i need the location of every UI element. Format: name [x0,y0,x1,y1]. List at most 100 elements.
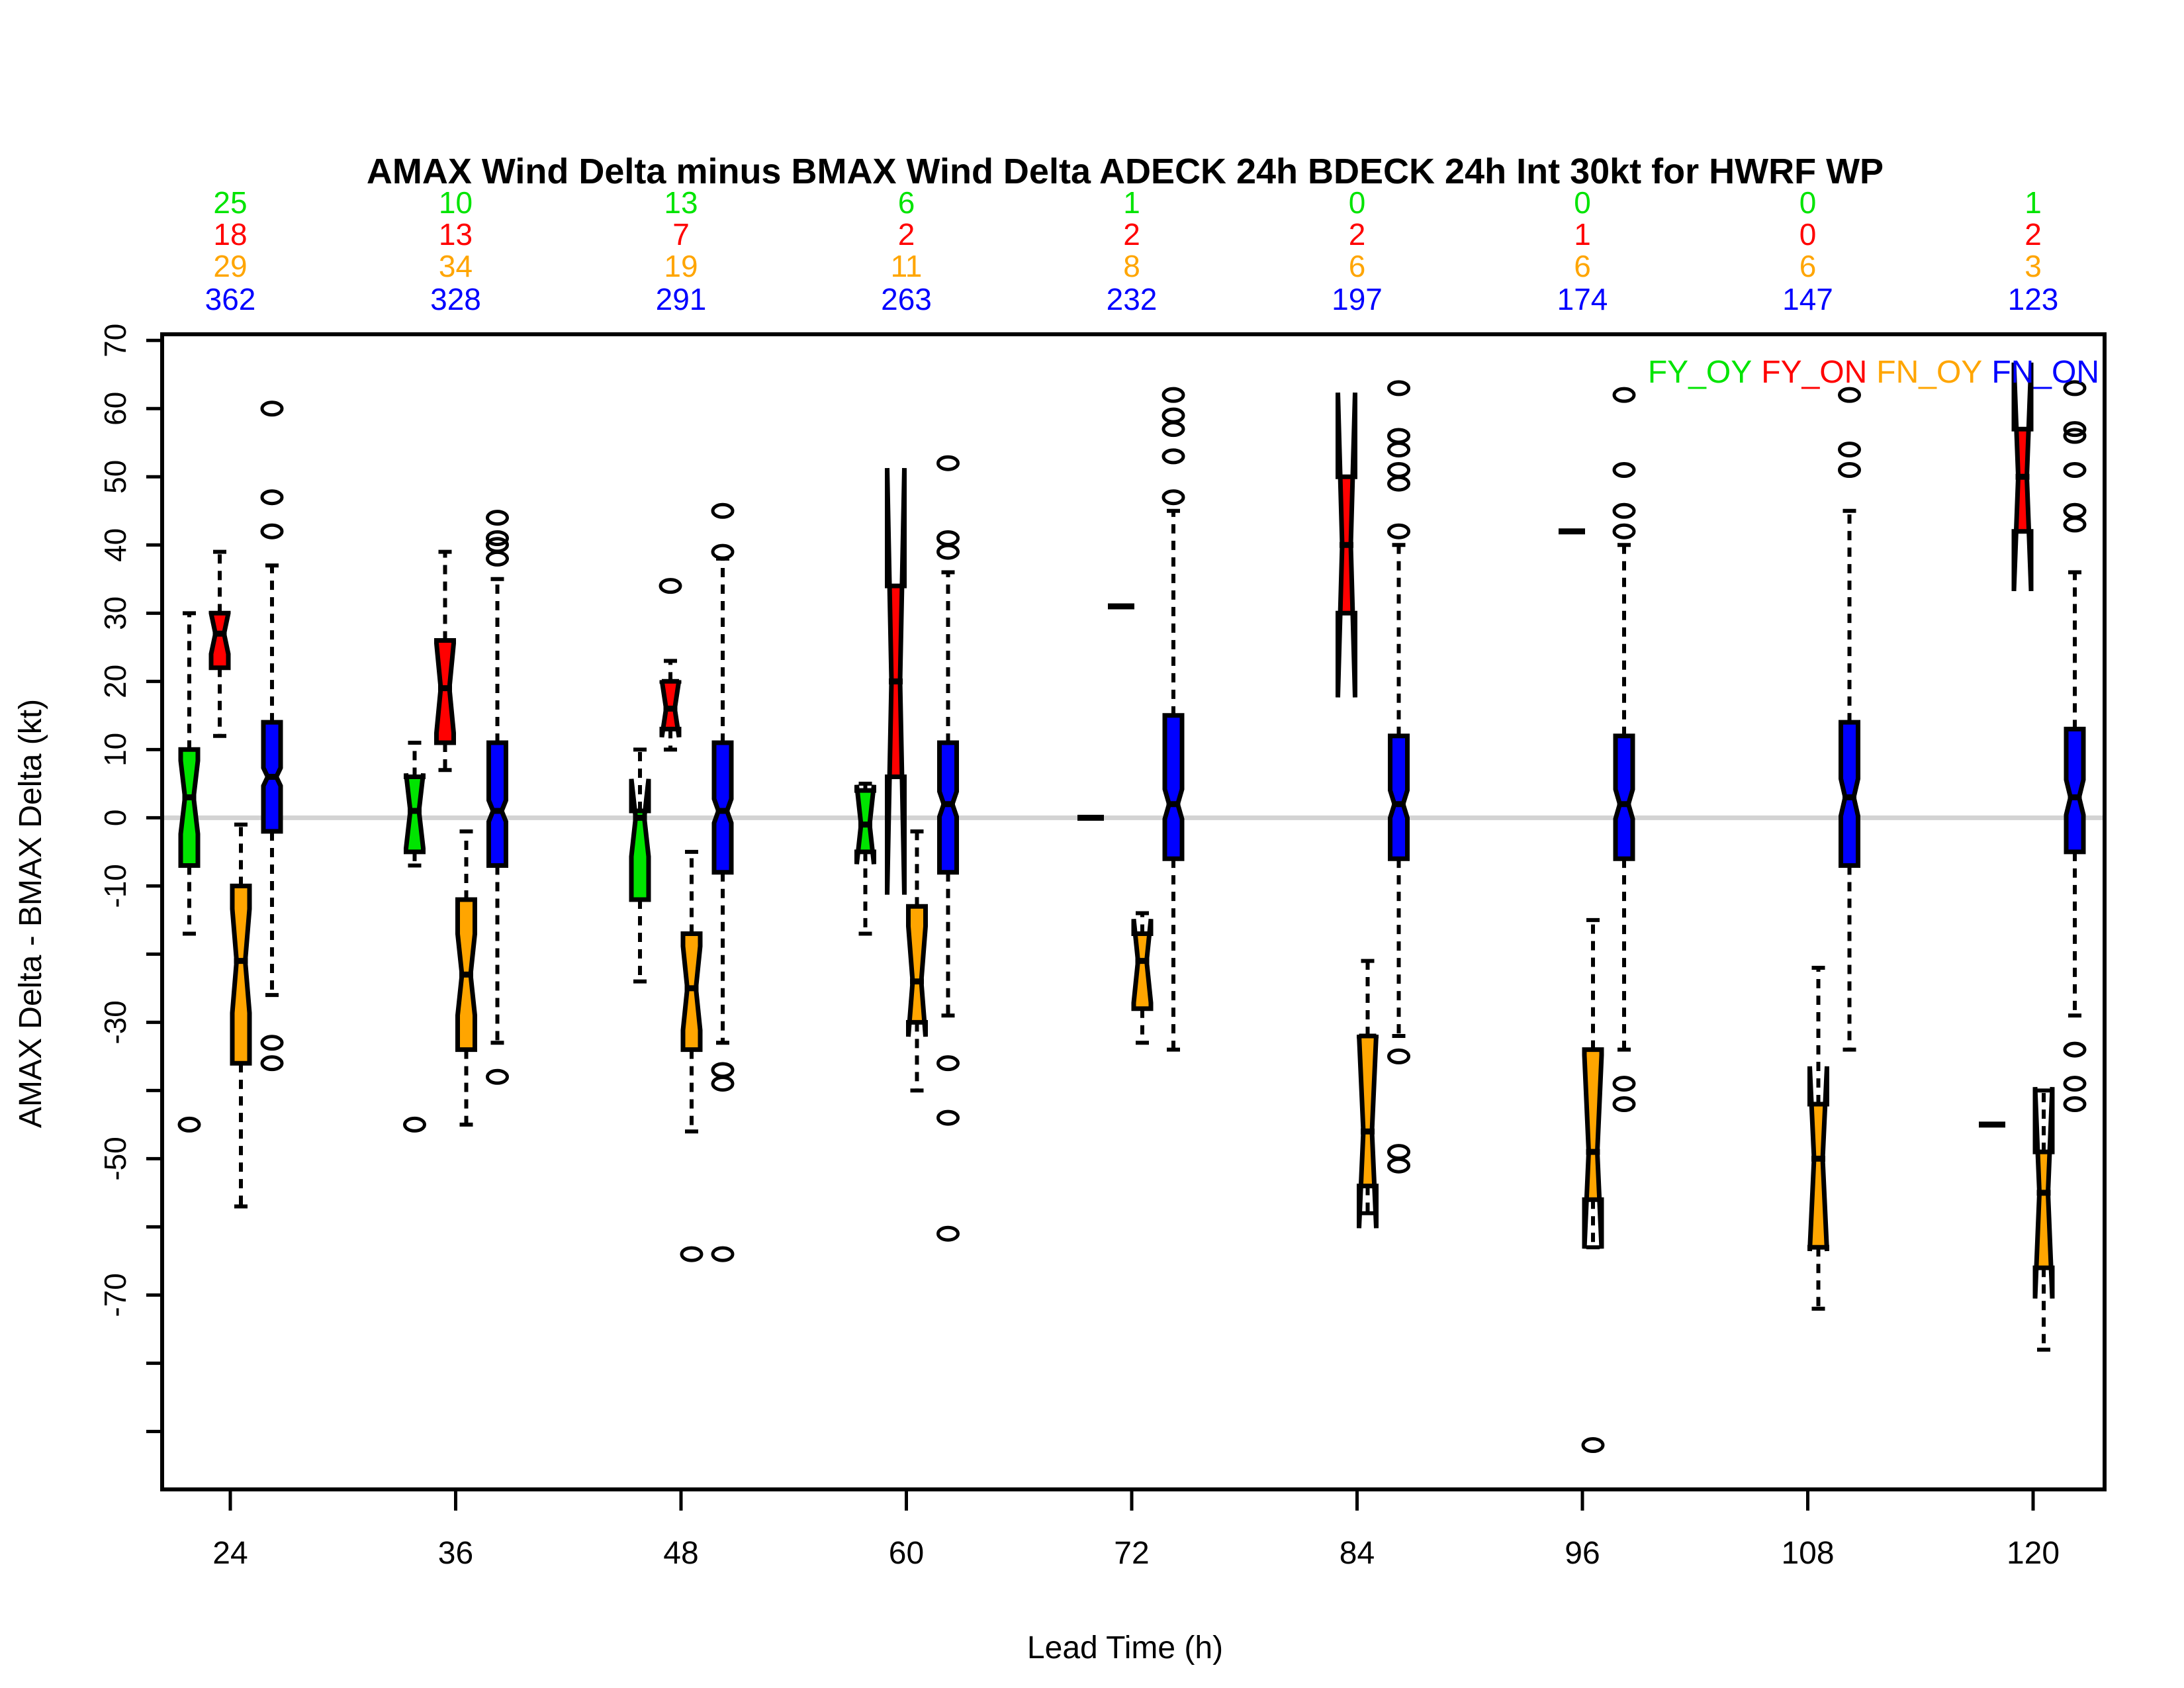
box-FY_OY-36 [403,741,426,1133]
outlier-point [1161,387,1185,403]
notched-box [2064,726,2086,855]
outlier-point [1387,1144,1410,1160]
box-FY_ON-120 [2011,362,2034,592]
y-tick-label: -10 [98,864,132,908]
count-FN_ON: 147 [1782,282,1833,316]
outlier-point [260,400,284,417]
outlier-point [1612,1076,1636,1092]
y-tick-label: 10 [98,733,132,767]
count-FN_OY: 8 [1123,249,1140,283]
outlier-point [1387,380,1410,397]
outlier-point [1612,523,1636,539]
outlier-point [936,1109,960,1126]
notched-box [1388,733,1410,861]
outlier-point [2063,516,2087,533]
outlier-point [659,578,682,594]
outlier-point [1581,1437,1605,1454]
outlier-point [1387,442,1410,458]
count-FY_ON: 13 [439,217,473,252]
x-tick-label: 60 [889,1536,924,1571]
outlier-point [680,1246,704,1262]
outlier-point [1387,1048,1410,1064]
notched-box [1162,713,1185,861]
outlier-point [486,530,509,547]
outlier-point [936,543,960,560]
x-tick-label: 96 [1565,1536,1600,1571]
box-FN_OY-48 [680,849,704,1262]
count-FY_ON: 18 [213,217,247,252]
legend-item-FN_OY: FN_OY [1876,355,1982,390]
outlier-point [403,1116,426,1133]
count-FY_OY: 0 [1574,185,1591,220]
boxplot-group-48 [629,502,735,1262]
count-FY_OY: 10 [439,185,473,220]
legend-item-FY_OY: FY_OY [1648,355,1752,390]
count-FY_ON: 7 [672,217,690,252]
outlier-point [711,543,735,560]
boxplot-group-84 [1336,380,1410,1229]
count-FY_ON: 0 [1799,217,1817,252]
count-FN_ON: 291 [656,282,707,316]
box-FN_OY-96 [1581,917,1605,1454]
count-FN_ON: 263 [881,282,932,316]
boxplot-group-120 [1979,362,2087,1352]
boxplot-group-72 [1077,387,1185,1052]
y-tick-label: 20 [98,665,132,698]
count-FN_ON: 232 [1107,282,1158,316]
outlier-point [260,1035,284,1051]
outlier-point [1612,502,1636,519]
outlier-point [1161,421,1185,438]
outlier-point [936,455,960,471]
count-FY_ON: 2 [2025,217,2042,252]
count-FN_OY: 6 [1574,249,1591,283]
count-FY_OY: 6 [898,185,915,220]
count-FN_OY: 6 [1349,249,1366,283]
boxplot-group-96 [1559,387,1636,1454]
y-axis-label: AMAX Delta - BMAX Delta (kt) [13,699,48,1128]
notched-box [1613,733,1635,861]
x-tick-label: 36 [438,1536,473,1571]
box-FN_ON-120 [2063,380,2087,1112]
outlier-point [1387,475,1410,492]
notched-box [680,931,703,1053]
plot-border [160,332,2107,1491]
box-FY_OY-60 [854,781,876,936]
count-FY_ON: 2 [898,217,915,252]
axes: 70 60 50 40 30 20 10 0 -10 -30 -50 -70 24 36 48 60 72 84 9… [98,324,2107,1571]
notched-box [711,740,734,875]
outlier-point [1387,428,1410,444]
count-FN_OY: 3 [2025,249,2042,283]
box-FY_OY-24 [177,611,201,1133]
outlier-point [486,510,509,526]
outlier-point [1838,461,1861,478]
outlier-point [486,1068,509,1085]
boxplot-series [177,362,2087,1454]
outlier-point [2063,421,2087,438]
notched-box [937,740,959,875]
legend: FY_OY FY_ON FN_OY FN_ON [1648,355,2099,390]
box-FN_ON-84 [1387,380,1410,1174]
y-tick-label: -30 [98,1000,132,1044]
count-FY_OY: 1 [2025,185,2042,220]
legend-item-FN_ON: FN_ON [1991,355,2099,390]
outlier-point [711,1062,735,1078]
outlier-point [2063,461,2087,478]
box-FN_OY-120 [2032,1087,2055,1352]
count-FY_ON: 2 [1349,217,1366,252]
notched-box [230,883,252,1066]
outlier-point [260,523,284,539]
count-FY_OY: 25 [213,185,247,220]
outlier-point [177,1116,201,1133]
count-FN_OY: 34 [439,249,473,283]
outlier-point [1161,489,1185,506]
outlier-point [936,1225,960,1242]
count-FN_OY: 11 [891,249,923,283]
outlier-point [1612,461,1636,478]
count-FN_ON: 123 [2008,282,2059,316]
notched-box [208,610,231,671]
boxplot-group-36 [403,510,509,1133]
count-FN_ON: 197 [1332,282,1383,316]
count-FN_OY: 19 [664,249,698,283]
outlier-point [711,502,735,519]
